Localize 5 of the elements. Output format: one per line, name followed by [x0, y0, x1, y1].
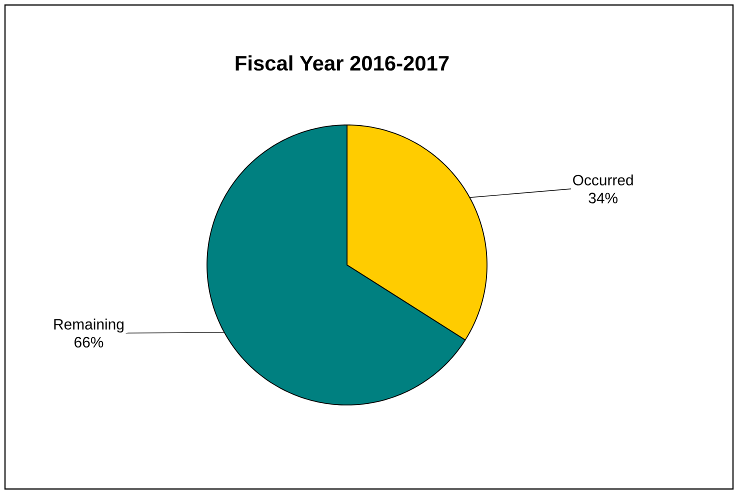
- data-label: 34%: [588, 192, 618, 204]
- slice-label: Occurred: [573, 174, 633, 186]
- slice-label: Remaining: [54, 318, 124, 333]
- data-label: 66%: [74, 336, 104, 348]
- chart-title: Fiscal Year 2016-2017: [236, 55, 449, 71]
